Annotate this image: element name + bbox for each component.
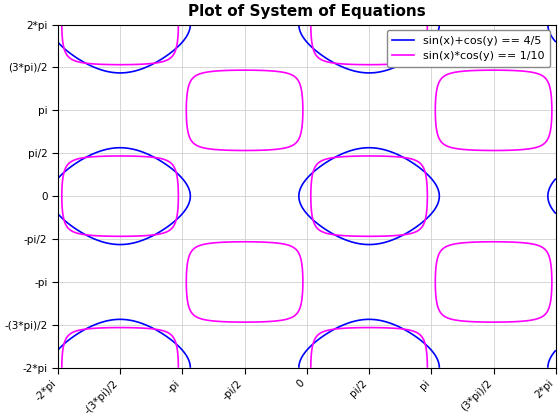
- Title: Plot of System of Equations: Plot of System of Equations: [188, 4, 426, 19]
- Legend: sin(x)+cos(y) == 4/5, sin(x)*cos(y) == 1/10: sin(x)+cos(y) == 4/5, sin(x)*cos(y) == 1…: [386, 30, 550, 67]
